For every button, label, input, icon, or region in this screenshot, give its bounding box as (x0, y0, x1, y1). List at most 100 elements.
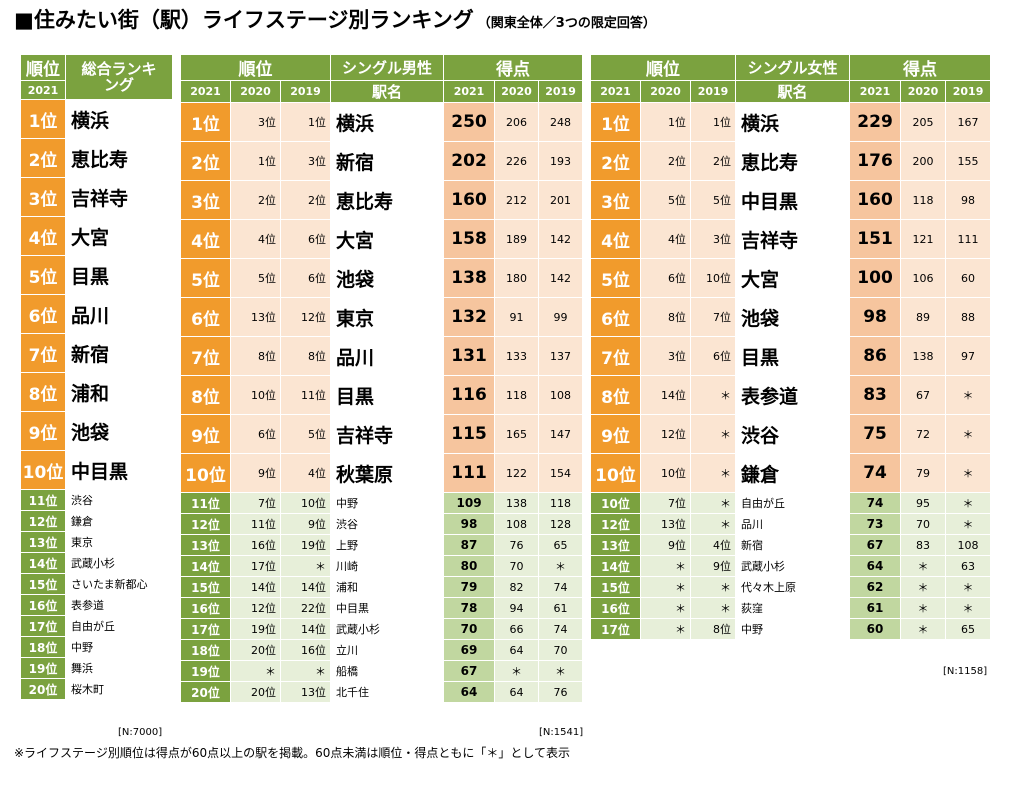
table-row: 15位 14位 14位 浦和 79 82 74 (180, 576, 584, 598)
table-row: 14位 17位＊川崎 80 70 ＊ (180, 555, 584, 577)
rank-2020-cell: 4位 (640, 219, 691, 259)
table-row: 16位 12位 22位 中目黒 78 94 61 (180, 597, 584, 619)
rank-2021-cell: 5位 (180, 258, 231, 298)
score-2019-cell: ＊ (945, 513, 992, 535)
station-cell: 中野 (330, 492, 445, 514)
score-2021-cell: 75 (849, 414, 902, 454)
score-2020-cell: 72 (900, 414, 947, 454)
score-2019-cell: 65 (538, 534, 584, 556)
score-2020-cell: 165 (494, 414, 540, 454)
year-2020-header: 2020 (230, 80, 281, 103)
rank-2021-cell: 10位 (590, 453, 641, 493)
score-2020-cell: 76 (494, 534, 540, 556)
station-cell: 表参道 (65, 594, 173, 616)
year-2021-header: 2021 (590, 80, 641, 103)
rank-cell: 19位 (20, 657, 66, 679)
rank-2020-cell: 7位 (640, 492, 691, 514)
rank-2019-cell: 4位 (689, 534, 737, 556)
rank-2021-cell: 14位 (590, 555, 641, 577)
station-cell: 池袋 (735, 297, 851, 337)
rank-2019-cell: 5位 (689, 180, 737, 220)
rank-2020-cell: ＊ (640, 618, 691, 640)
station-cell: 横浜 (65, 99, 173, 139)
table-row: 2位 2位 2位 恵比寿 176 200 155 (590, 141, 992, 181)
station-cell: 池袋 (65, 411, 173, 451)
station-cell: 中野 (65, 636, 173, 658)
score-2019-cell: ＊ (945, 414, 992, 454)
score-2021-cell: 100 (849, 258, 902, 298)
table-row: 8位 浦和 (20, 372, 173, 412)
score-2019-cell: 74 (538, 618, 584, 640)
rank-cell: 9位 (20, 411, 66, 451)
rank-2019-cell: 9位 (279, 513, 332, 535)
rank-2019-cell: 8位 (279, 336, 332, 376)
year-2020-header: 2020 (640, 80, 691, 103)
score-2021-cell: 80 (443, 555, 496, 577)
year-2019-header: 2019 (689, 80, 737, 103)
table-row: 5位 5位 6位 池袋 138 180 142 (180, 258, 584, 298)
rank-2021-cell: 15位 (180, 576, 231, 598)
table-row: 19位＊＊船橋 67 ＊＊ (180, 660, 584, 682)
rank-cell: 5位 (20, 255, 66, 295)
rank-2019-cell: 14位 (279, 618, 332, 640)
rank-2021-cell: 10位 (180, 453, 231, 493)
table-row: 15位＊＊代々木上原 62 ＊＊ (590, 576, 992, 598)
table-row: 2位 1位 3位 新宿 202 226 193 (180, 141, 584, 181)
score-2019-cell: 142 (538, 219, 584, 259)
single-male-header: シングル男性 (330, 54, 445, 81)
year-2021-header: 2021 (849, 80, 902, 103)
score-2020-cell: 64 (494, 681, 540, 703)
rank-2021-cell: 12位 (590, 513, 641, 535)
rank-2020-cell: 3位 (640, 336, 691, 376)
station-cell: 中野 (735, 618, 851, 640)
rank-cell: 6位 (20, 294, 66, 334)
single-male-table: 順位 シングル男性 得点 2021 2020 2019 駅名 2021 2020… (179, 54, 584, 703)
station-cell: 代々木上原 (735, 576, 851, 598)
rank-2019-cell: 11位 (279, 375, 332, 415)
rank-2019-cell: 1位 (689, 102, 737, 142)
rank-2021-cell: 17位 (590, 618, 641, 640)
score-2021-cell: 70 (443, 618, 496, 640)
score-2019-cell: 60 (945, 258, 992, 298)
table-row: 1位 3位 1位 横浜 250 206 248 (180, 102, 584, 142)
table-row: 12位 11位 9位 渋谷 98 108 128 (180, 513, 584, 535)
station-cell: 中目黒 (330, 597, 445, 619)
score-2019-cell: 193 (538, 141, 584, 181)
score-2019-cell: 108 (945, 534, 992, 556)
rank-cell: 8位 (20, 372, 66, 412)
station-cell: 池袋 (330, 258, 445, 298)
rank-2021-cell: 3位 (180, 180, 231, 220)
rank-2020-cell: 3位 (230, 102, 281, 142)
table-row: 3位 2位 2位 恵比寿 160 212 201 (180, 180, 584, 220)
station-cell: 横浜 (735, 102, 851, 142)
rank-2021-cell: 12位 (180, 513, 231, 535)
score-2019-cell: 111 (945, 219, 992, 259)
rank-cell: 12位 (20, 510, 66, 532)
station-cell: 目黒 (330, 375, 445, 415)
rank-cell: 16位 (20, 594, 66, 616)
table-row: 14位＊ 9位 武蔵小杉 64 ＊ 63 (590, 555, 992, 577)
rank-2019-cell: ＊ (689, 492, 737, 514)
rank-cell: 10位 (20, 450, 66, 490)
station-cell: 東京 (330, 297, 445, 337)
station-cell: 武蔵小杉 (65, 552, 173, 574)
score-2020-cell: 206 (494, 102, 540, 142)
table-row: 8位 14位＊表参道 83 67 ＊ (590, 375, 992, 415)
table-row: 17位＊ 8位 中野 60 ＊ 65 (590, 618, 992, 640)
score-2021-cell: 111 (443, 453, 496, 493)
rank-cell: 11位 (20, 489, 66, 511)
table-row: 10位 7位＊自由が丘 74 95 ＊ (590, 492, 992, 514)
table-row: 18位 中野 (20, 636, 173, 658)
rank-2020-cell: 5位 (230, 258, 281, 298)
score-2020-cell: 212 (494, 180, 540, 220)
score-2021-cell: 158 (443, 219, 496, 259)
rank-cell: 3位 (20, 177, 66, 217)
table-row: 13位 9位 4位 新宿 67 83 108 (590, 534, 992, 556)
table-row: 6位 13位 12位 東京 132 91 99 (180, 297, 584, 337)
score-2020-cell: 64 (494, 639, 540, 661)
score-2021-cell: 98 (443, 513, 496, 535)
rank-2021-cell: 11位 (180, 492, 231, 514)
rank-2021-cell: 4位 (590, 219, 641, 259)
year-2021-header: 2021 (180, 80, 231, 103)
rank-2020-cell: ＊ (640, 555, 691, 577)
